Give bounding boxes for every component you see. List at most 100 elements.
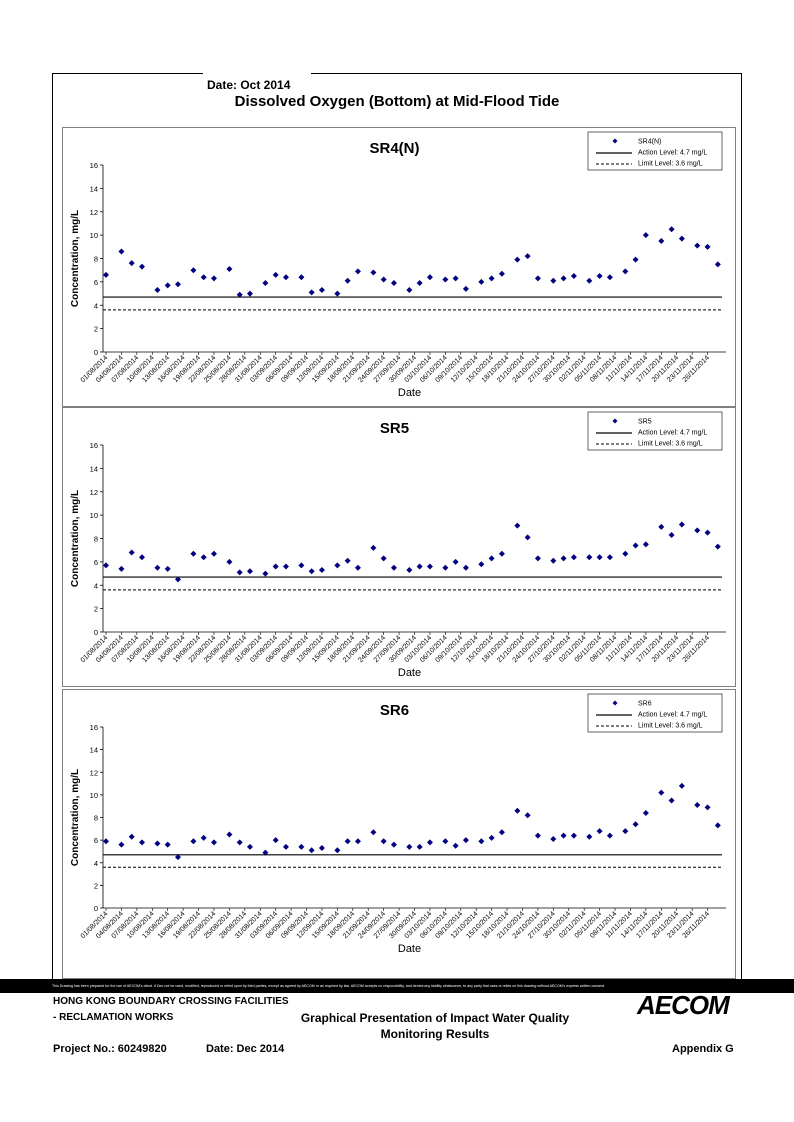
legend-entry-sr6-1: Action Level: 4.7 mg/L bbox=[638, 712, 707, 719]
data-point-sr5-49 bbox=[694, 527, 701, 534]
data-point-sr5-3 bbox=[138, 554, 145, 561]
data-point-sr4-n-19 bbox=[334, 290, 341, 297]
data-point-sr4-n-8 bbox=[200, 274, 207, 281]
data-point-sr5-23 bbox=[380, 555, 387, 562]
data-point-sr5-51 bbox=[714, 543, 721, 550]
data-point-sr6-4 bbox=[154, 840, 161, 847]
data-point-sr4-n-4 bbox=[154, 287, 161, 294]
data-point-sr4-n-15 bbox=[282, 274, 289, 281]
y-tick-label-sr4-n-6: 6 bbox=[94, 278, 98, 287]
data-point-sr5-15 bbox=[282, 563, 289, 570]
data-point-sr4-n-42 bbox=[606, 274, 613, 281]
data-point-sr6-24 bbox=[390, 841, 397, 848]
data-point-sr4-n-6 bbox=[174, 281, 181, 288]
y-tick-label-sr5-14: 14 bbox=[90, 464, 98, 473]
y-tick-label-sr5-16: 16 bbox=[90, 441, 98, 450]
data-point-sr5-45 bbox=[642, 541, 649, 548]
x-axis-label-sr6: Date bbox=[398, 943, 421, 955]
data-point-sr6-5 bbox=[164, 841, 171, 848]
chart-sr5-svg: SR5024681012141601/08/201404/08/201407/0… bbox=[62, 407, 736, 687]
data-point-sr4-n-18 bbox=[318, 287, 325, 294]
data-point-sr5-14 bbox=[272, 563, 279, 570]
data-point-sr5-39 bbox=[570, 554, 577, 561]
y-tick-label-sr4-n-8: 8 bbox=[94, 255, 98, 264]
y-tick-label-sr4-n-12: 12 bbox=[90, 208, 98, 217]
data-point-sr4-n-29 bbox=[452, 275, 459, 282]
data-point-sr5-13 bbox=[262, 570, 269, 577]
legend-entry-sr5-0: SR5 bbox=[638, 419, 652, 426]
client-line-2: - RECLAMATION WORKS bbox=[53, 1012, 174, 1023]
y-tick-label-sr5-4: 4 bbox=[94, 581, 98, 590]
y-tick-label-sr6-10: 10 bbox=[90, 791, 98, 800]
data-point-sr6-36 bbox=[534, 832, 541, 839]
data-point-sr4-n-40 bbox=[586, 277, 593, 284]
data-point-sr5-1 bbox=[118, 565, 125, 572]
x-axis-label-sr5: Date bbox=[398, 667, 421, 679]
chart-border-sr4-n bbox=[62, 127, 736, 407]
data-point-sr5-38 bbox=[560, 555, 567, 562]
data-point-sr5-26 bbox=[416, 563, 423, 570]
data-point-sr5-29 bbox=[452, 558, 459, 565]
y-tick-label-sr5-6: 6 bbox=[94, 558, 98, 567]
data-point-sr6-22 bbox=[370, 829, 377, 836]
legend-entry-sr6-0: SR6 bbox=[638, 701, 652, 708]
data-point-sr6-13 bbox=[262, 849, 269, 856]
data-point-sr4-n-25 bbox=[406, 287, 413, 294]
data-point-sr4-n-36 bbox=[534, 275, 541, 282]
legend-entry-sr4-n-2: Limit Level: 3.6 mg/L bbox=[638, 161, 703, 168]
data-point-sr5-32 bbox=[488, 555, 495, 562]
data-point-sr6-0 bbox=[103, 838, 109, 845]
frame-top-border bbox=[52, 73, 742, 74]
data-point-sr4-n-22 bbox=[370, 269, 377, 276]
y-tick-label-sr4-n-14: 14 bbox=[90, 184, 98, 193]
data-point-sr4-n-12 bbox=[246, 290, 253, 297]
data-point-sr5-34 bbox=[514, 522, 521, 529]
data-point-sr4-n-45 bbox=[642, 232, 649, 239]
data-point-sr6-25 bbox=[406, 843, 413, 850]
y-tick-label-sr5-10: 10 bbox=[90, 511, 98, 520]
y-tick-label-sr6-12: 12 bbox=[90, 768, 98, 777]
y-tick-label-sr4-n-2: 2 bbox=[94, 325, 98, 334]
project-number: Project No.: 60249820 bbox=[53, 1043, 167, 1055]
data-point-sr6-39 bbox=[570, 832, 577, 839]
report-date: Date: Oct 2014 bbox=[207, 78, 291, 92]
y-tick-label-sr5-8: 8 bbox=[94, 535, 98, 544]
y-tick-label-sr4-n-4: 4 bbox=[94, 301, 98, 310]
data-point-sr4-n-24 bbox=[390, 280, 397, 287]
footer-date: Date: Dec 2014 bbox=[206, 1043, 285, 1055]
data-point-sr6-15 bbox=[282, 843, 289, 850]
data-point-sr4-n-5 bbox=[164, 282, 171, 289]
data-point-sr6-49 bbox=[694, 802, 701, 809]
aecom-logo: AECOM bbox=[637, 990, 730, 1020]
data-point-sr6-31 bbox=[478, 838, 485, 845]
data-point-sr6-1 bbox=[118, 841, 125, 848]
data-point-sr4-n-35 bbox=[524, 253, 531, 260]
data-point-sr4-n-33 bbox=[498, 270, 505, 277]
data-point-sr5-5 bbox=[164, 565, 171, 572]
data-point-sr4-n-28 bbox=[442, 276, 449, 283]
data-point-sr4-n-21 bbox=[354, 268, 361, 275]
y-axis-label-sr5: Concentration, mg/L bbox=[70, 490, 81, 587]
footer-title: Graphical Presentation of Impact Water Q… bbox=[280, 1010, 590, 1042]
data-point-sr6-14 bbox=[272, 837, 279, 844]
legend-entry-sr4-n-1: Action Level: 4.7 mg/L bbox=[638, 150, 707, 157]
data-point-sr6-28 bbox=[442, 838, 449, 845]
legend-entry-sr6-2: Limit Level: 3.6 mg/L bbox=[638, 723, 703, 730]
data-point-sr4-n-10 bbox=[226, 266, 233, 273]
data-point-sr6-27 bbox=[426, 839, 433, 846]
data-point-sr4-n-43 bbox=[622, 268, 629, 275]
data-point-sr6-12 bbox=[246, 843, 253, 850]
legend-entry-sr5-2: Limit Level: 3.6 mg/L bbox=[638, 441, 703, 448]
data-point-sr4-n-3 bbox=[138, 263, 145, 270]
y-tick-label-sr6-6: 6 bbox=[94, 836, 98, 845]
data-point-sr6-47 bbox=[668, 797, 675, 804]
data-point-sr4-n-48 bbox=[678, 235, 685, 242]
data-point-sr5-40 bbox=[586, 554, 593, 561]
data-point-sr6-40 bbox=[586, 833, 593, 840]
chart-sr6-svg: SR6024681012141601/08/201404/08/201407/0… bbox=[62, 689, 736, 979]
data-point-sr5-12 bbox=[246, 568, 253, 575]
data-point-sr4-n-47 bbox=[668, 226, 675, 233]
data-point-sr5-42 bbox=[606, 554, 613, 561]
legend-marker-sr6 bbox=[612, 700, 618, 706]
y-tick-label-sr5-0: 0 bbox=[94, 628, 98, 637]
